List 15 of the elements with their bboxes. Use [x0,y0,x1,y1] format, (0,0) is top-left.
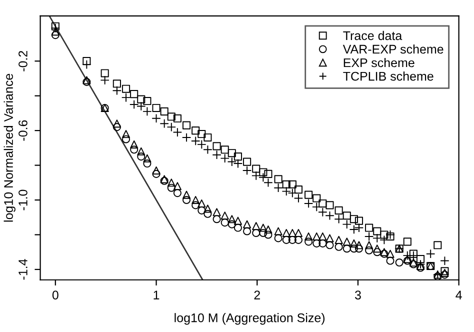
x-tick-label: 4 [456,290,462,300]
legend-label: EXP scheme [344,58,414,68]
y-axis-title: log10 Normalized Variance [4,74,16,222]
x-axis-title: log10 M (Aggregation Size) [174,313,325,325]
legend-label: TCPLIB scheme [343,72,434,81]
y-tick-label: -1.0 [18,190,28,210]
legend-label: Trace data [343,30,402,40]
x-tick-label: 1 [154,290,160,300]
legend-label: VAR-EXP scheme [342,44,444,54]
y-tick-label: -1.4 [18,259,28,280]
x-tick-label: 2 [254,290,260,300]
y-tick-label: -0.6 [18,120,28,141]
x-tick-label: 0 [52,290,58,300]
y-tick-label: -0.2 [18,50,28,72]
x-tick-label: 3 [354,290,361,300]
